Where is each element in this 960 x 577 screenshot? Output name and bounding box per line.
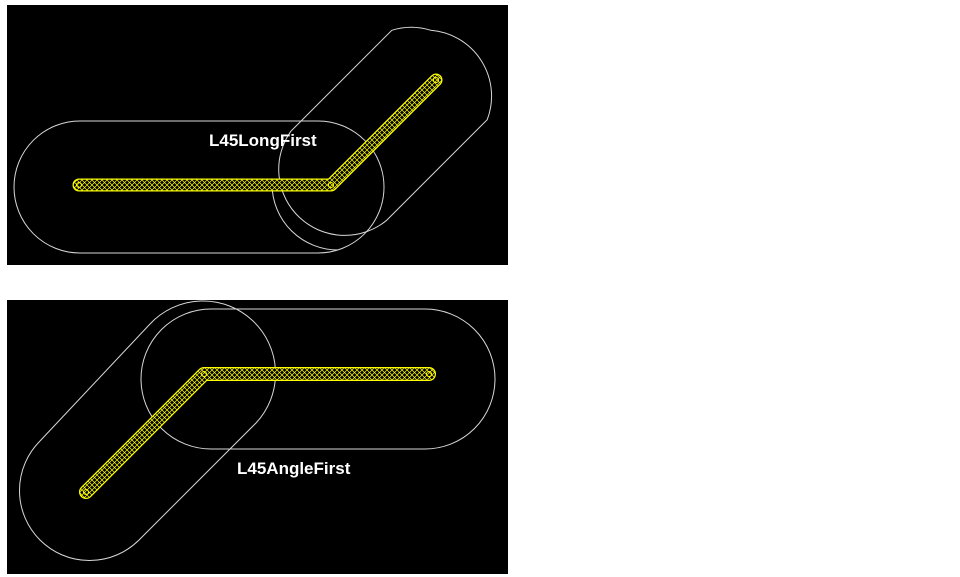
trace-diagram-angle-first: L45AngleFirst (18, 300, 496, 562)
clearance-outline-diagonal (278, 26, 493, 236)
clearance-outline-horizontal (140, 308, 496, 450)
track-hatch (73, 74, 442, 191)
via-corner (201, 371, 207, 377)
via-corner (328, 182, 334, 188)
panel-l45-long-first: L45LongFirst (7, 5, 508, 265)
clearance-outline-horizontal (13, 120, 385, 254)
clearance-outline-diagonal (18, 300, 277, 562)
panel-label: L45LongFirst (209, 131, 317, 150)
panel-l45-angle-first: L45AngleFirst (7, 300, 508, 574)
panel-label: L45AngleFirst (237, 459, 351, 478)
trace-diagram-long-first: L45LongFirst (13, 26, 493, 254)
via-start (76, 182, 82, 188)
clearance-arc-right (271, 184, 339, 251)
via-end (433, 77, 439, 83)
track-hatch (80, 368, 435, 498)
via-end (426, 371, 432, 377)
via-start (83, 489, 89, 495)
